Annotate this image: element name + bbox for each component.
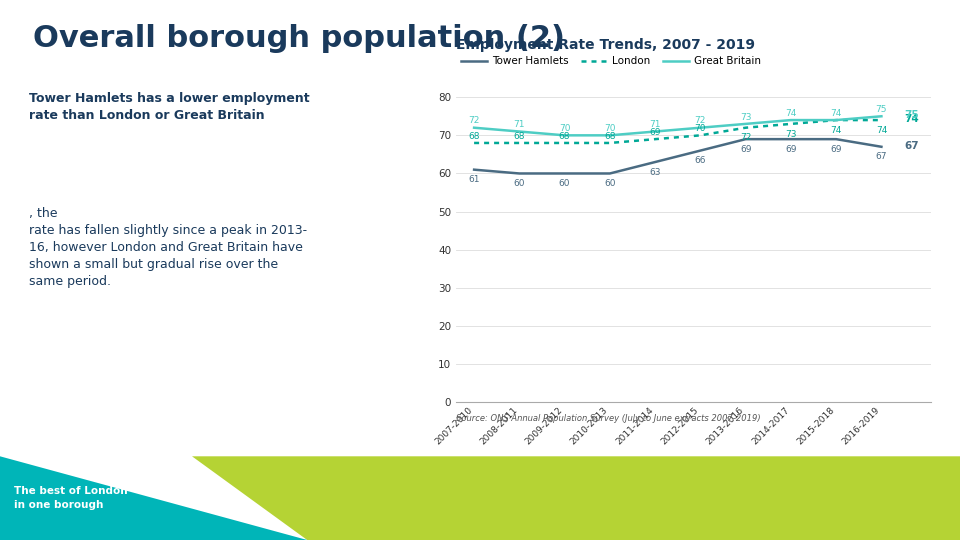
Text: 73: 73: [740, 113, 752, 122]
Text: 61: 61: [468, 176, 480, 184]
Text: 71: 71: [514, 120, 525, 129]
Text: 72: 72: [468, 117, 480, 125]
Text: 75: 75: [876, 105, 887, 114]
Text: 72: 72: [740, 133, 752, 143]
Text: The best of London
in one borough: The best of London in one borough: [14, 486, 128, 510]
Text: 63: 63: [649, 168, 660, 177]
Text: 70: 70: [559, 124, 570, 133]
Text: Source: ONS Annual Population Survey (July to June extracts 2007-2019): Source: ONS Annual Population Survey (Ju…: [456, 414, 760, 423]
Text: 69: 69: [830, 145, 842, 154]
Text: 66: 66: [695, 156, 707, 165]
Text: 60: 60: [514, 179, 525, 188]
Text: 60: 60: [559, 179, 570, 188]
Text: 68: 68: [514, 132, 525, 141]
Text: , the
rate has fallen slightly since a peak in 2013-
16, however London and Grea: , the rate has fallen slightly since a p…: [29, 206, 307, 287]
Text: 73: 73: [785, 130, 797, 139]
Text: 75: 75: [904, 110, 919, 120]
Text: 68: 68: [468, 132, 480, 141]
Text: Overall borough population (2): Overall borough population (2): [33, 24, 564, 53]
Polygon shape: [192, 456, 960, 540]
Text: 69: 69: [785, 145, 797, 154]
Text: 67: 67: [904, 140, 919, 151]
Text: 60: 60: [604, 179, 615, 188]
Text: 67: 67: [876, 152, 887, 161]
Text: 68: 68: [604, 132, 615, 141]
Text: 74: 74: [830, 109, 842, 118]
Text: 70: 70: [695, 124, 707, 133]
Text: Tower Hamlets has a lower employment
rate than London or Great Britain: Tower Hamlets has a lower employment rat…: [29, 92, 309, 122]
Text: 74: 74: [876, 126, 887, 135]
Text: 74: 74: [785, 109, 797, 118]
Text: 74: 74: [830, 126, 842, 135]
Text: 71: 71: [649, 120, 660, 129]
Text: 74: 74: [904, 114, 919, 124]
Legend: Tower Hamlets, London, Great Britain: Tower Hamlets, London, Great Britain: [456, 52, 765, 70]
Polygon shape: [0, 456, 307, 540]
Text: 69: 69: [649, 128, 660, 137]
Text: 70: 70: [604, 124, 615, 133]
Text: 68: 68: [559, 132, 570, 141]
Text: 69: 69: [740, 145, 752, 154]
Text: 72: 72: [695, 117, 706, 125]
Text: Employment Rate Trends, 2007 - 2019: Employment Rate Trends, 2007 - 2019: [456, 38, 755, 52]
